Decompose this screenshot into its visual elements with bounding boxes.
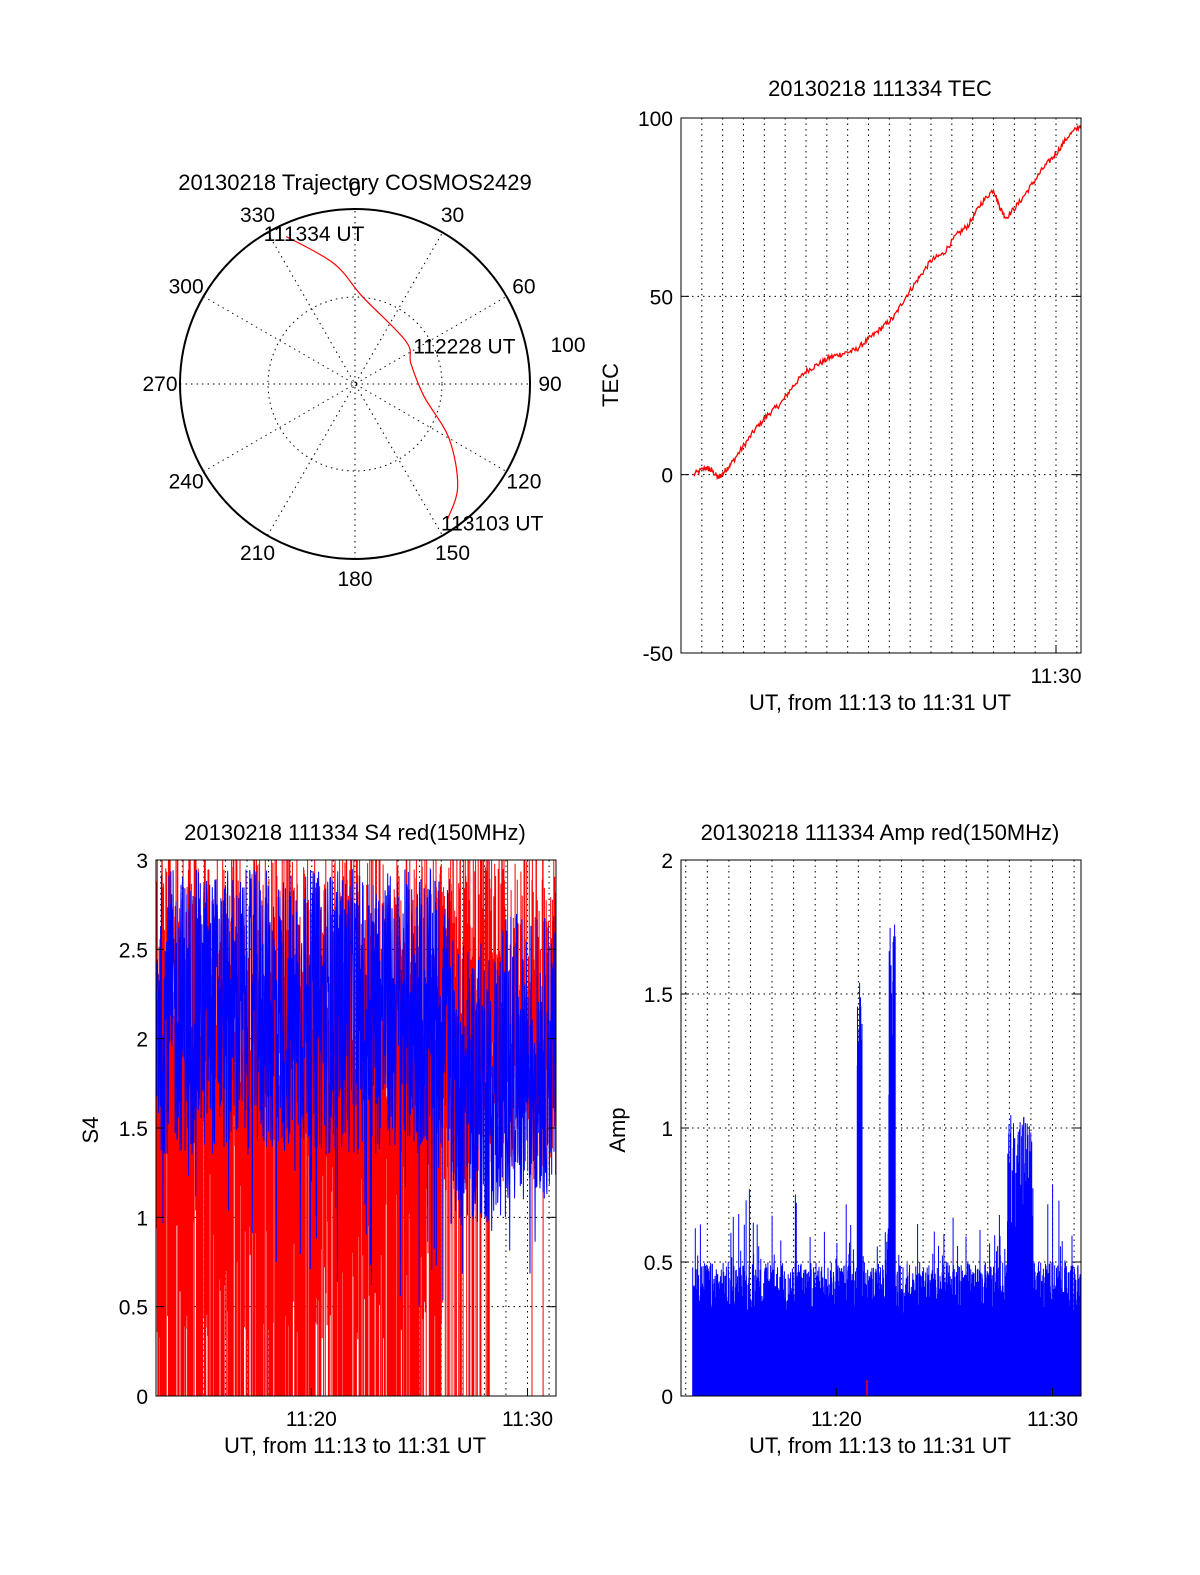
amp-x-axis-label: UT, from 11:13 to 11:31 UT	[749, 1433, 1011, 1458]
amp-y-tick-label: 2	[661, 850, 673, 873]
trajectory-line	[285, 235, 459, 521]
s4-y-tick-label: 3	[136, 850, 148, 873]
s4-blue-series	[156, 867, 556, 1307]
polar-spoke	[267, 232, 443, 536]
amp-y-tick-label: 1	[661, 1118, 673, 1141]
trajectory-annotations: 111334 UT 112228 UT 113103 UT	[264, 223, 544, 535]
amp-x-tick-label: 11:30	[1027, 1408, 1078, 1431]
polar-angle-label: 330	[240, 204, 275, 227]
trajectory-time-label: 111334 UT	[264, 223, 365, 246]
polar-angle-label: 240	[169, 471, 204, 494]
tec-grid	[681, 118, 1081, 653]
polar-trajectory-chart: 20130218 Trajectory COSMOS2429 0 30 60 90 12…	[142, 170, 585, 591]
tec-x-tick-label: 11:30	[1031, 665, 1082, 688]
s4-x-tick-label: 11:20	[286, 1408, 337, 1431]
polar-angle-label: 0	[349, 178, 361, 201]
tec-y-tick-label: 0	[661, 465, 673, 488]
tec-x-ticks: 11:30	[1031, 645, 1082, 688]
s4-y-ticks: 0 0.5 1 1.5 2 2.5 3	[119, 850, 556, 1409]
trajectory-time-label: 113103 UT	[441, 512, 544, 535]
amp-blue-series	[692, 924, 1081, 1396]
s4-y-tick-label: 0	[136, 1386, 148, 1409]
polar-angle-label: 270	[142, 373, 177, 396]
tec-y-axis-label: TEC	[598, 363, 623, 407]
amp-y-tick-label: 0.5	[644, 1252, 673, 1275]
polar-angle-label: 180	[337, 568, 372, 591]
s4-x-tick-label: 11:30	[502, 1408, 553, 1431]
amp-x-tick-label: 11:20	[811, 1408, 862, 1431]
s4-y-tick-label: 2.5	[119, 939, 148, 962]
polar-angle-label: 30	[441, 204, 464, 227]
s4-x-ticks: 11:20 11:30	[286, 1388, 553, 1431]
tec-x-axis-label: UT, from 11:13 to 11:31 UT	[749, 690, 1011, 715]
tec-plot-frame	[680, 117, 1082, 654]
polar-angle-label: 210	[240, 542, 275, 565]
polar-inner-ring	[267, 296, 443, 472]
s4-y-tick-label: 1.5	[119, 1118, 148, 1141]
tec-title: 20130218 111334 TEC	[768, 76, 992, 101]
trajectory-time-label: 112228 UT	[413, 335, 516, 358]
tec-y-ticks: -50 0 50 100	[638, 108, 1081, 666]
polar-spokes	[180, 209, 530, 559]
tec-y-tick-label: 50	[650, 286, 673, 309]
s4-y-tick-label: 2	[136, 1029, 148, 1052]
amp-x-ticks: 11:20 11:30	[811, 1388, 1078, 1431]
polar-angle-label: 150	[435, 542, 470, 565]
s4-y-axis-label: S4	[78, 1117, 103, 1144]
polar-angle-labels: 0 30 60 90 120 150 180 210 240 270 300 330	[142, 178, 561, 591]
s4-y-tick-label: 1	[136, 1207, 148, 1230]
polar-angle-label: 120	[506, 471, 541, 494]
polar-angle-label: 300	[169, 276, 204, 299]
amp-y-tick-label: 0	[661, 1386, 673, 1409]
s4-x-axis-label: UT, from 11:13 to 11:31 UT	[224, 1433, 486, 1458]
s4-chart: 20130218 111334 S4 red(150MHz) 0 0.5 1 1.5 2…	[78, 820, 557, 1458]
amp-title: 20130218 111334 Amp red(150MHz)	[701, 820, 1060, 845]
polar-radius-label: 100	[550, 334, 585, 357]
amp-y-ticks: 0 0.5 1 1.5 2	[644, 850, 1081, 1409]
polar-title: 20130218 Trajectory COSMOS2429	[178, 170, 531, 195]
amp-chart: 20130218 111334 Amp red(150MHz) 0 0.5 1 1.5…	[605, 820, 1082, 1458]
polar-spoke	[267, 232, 443, 536]
s4-title: 20130218 111334 S4 red(150MHz)	[184, 820, 526, 845]
polar-angle-label: 90	[538, 373, 561, 396]
tec-series-line	[692, 124, 1082, 481]
polar-spoke	[203, 296, 507, 472]
tec-chart: 20130218 111334 TEC -50 0 50 100 11:30 UT, …	[598, 76, 1082, 715]
tec-y-tick-label: 100	[638, 108, 673, 131]
polar-spoke	[203, 296, 507, 472]
amp-y-axis-label: Amp	[605, 1107, 630, 1152]
tec-y-tick-label: -50	[643, 643, 673, 666]
polar-angle-label: 60	[512, 276, 535, 299]
s4-y-tick-label: 0.5	[119, 1297, 148, 1320]
amp-y-tick-label: 1.5	[644, 984, 673, 1007]
